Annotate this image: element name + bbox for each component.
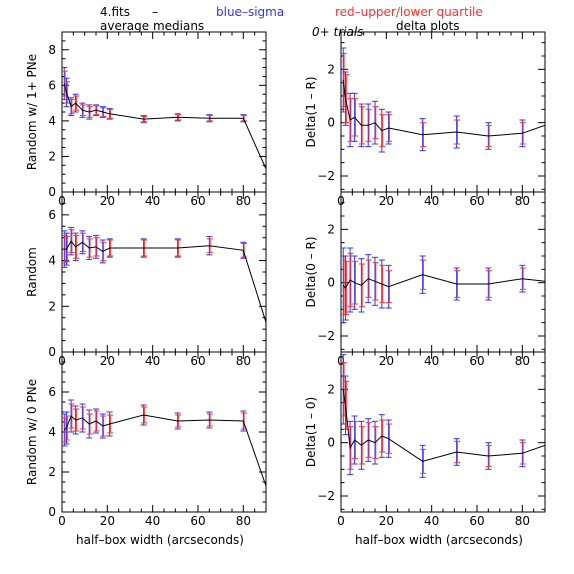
x-tick-label: 60 bbox=[190, 354, 205, 368]
y-tick-label: 6 bbox=[48, 78, 56, 92]
panel-frame bbox=[340, 191, 546, 353]
x-tick-label: 40 bbox=[424, 354, 439, 368]
x-tick-label: 20 bbox=[100, 514, 115, 528]
y-tick-label: 0 bbox=[327, 276, 335, 290]
y-axis-label: Delta(1 – 0) bbox=[304, 397, 318, 467]
median-line bbox=[342, 389, 545, 462]
y-tick-label: 0 bbox=[327, 436, 335, 450]
y-axis-label: Random w/ 0 PNe bbox=[25, 379, 39, 485]
blue-sigma-legend: blue–sigma bbox=[216, 5, 284, 19]
panel-frame bbox=[61, 31, 267, 193]
y-tick-label: −2 bbox=[317, 489, 335, 503]
median-line bbox=[63, 414, 266, 487]
y-tick-label: 2 bbox=[327, 382, 335, 396]
data-layer bbox=[341, 354, 545, 478]
panel-frame bbox=[61, 351, 267, 513]
median-line bbox=[342, 274, 545, 289]
y-tick-label: 0 bbox=[327, 116, 335, 130]
data-layer bbox=[62, 226, 266, 323]
data-layer bbox=[62, 399, 266, 487]
header-dash: – bbox=[152, 5, 158, 19]
x-tick-label: 60 bbox=[469, 514, 484, 528]
median-line bbox=[342, 79, 545, 137]
median-line bbox=[63, 83, 266, 170]
x-tick-label: 40 bbox=[145, 354, 160, 368]
x-tick-label: 20 bbox=[379, 514, 394, 528]
panel-frame bbox=[61, 191, 267, 353]
y-tick-label: 2 bbox=[48, 149, 56, 163]
y-tick-label: 2 bbox=[327, 62, 335, 76]
x-axis-label: half–box width (arcseconds) bbox=[76, 533, 244, 547]
panel-frame bbox=[340, 351, 546, 513]
y-tick-label: −2 bbox=[317, 329, 335, 343]
y-tick-label: 0 bbox=[48, 345, 56, 359]
x-tick-label: 80 bbox=[236, 354, 251, 368]
x-tick-label: 60 bbox=[190, 514, 205, 528]
red-quartile-legend: red–upper/lower quartile bbox=[335, 5, 483, 19]
y-tick-label: 2 bbox=[48, 465, 56, 479]
x-tick-label: 60 bbox=[190, 194, 205, 208]
data-layer bbox=[341, 47, 545, 153]
panel-5: 0 20 40 60 80 0 2 4 6 Random w/ 0 PNe half–box wid… bbox=[25, 351, 267, 547]
x-axis-label: half–box width (arcseconds) bbox=[355, 533, 523, 547]
y-tick-label: 4 bbox=[48, 254, 56, 268]
file-label: 4.fits bbox=[100, 5, 130, 19]
y-axis-label: Random bbox=[25, 247, 39, 297]
x-tick-label: 60 bbox=[469, 354, 484, 368]
x-tick-label: 0 bbox=[337, 514, 345, 528]
y-tick-label: −2 bbox=[317, 169, 335, 183]
x-tick-label: 0 bbox=[58, 514, 66, 528]
y-tick-label: 6 bbox=[48, 208, 56, 222]
x-tick-label: 40 bbox=[424, 194, 439, 208]
x-tick-label: 40 bbox=[145, 514, 160, 528]
x-tick-label: 20 bbox=[100, 354, 115, 368]
trials-label: 0+ trials bbox=[312, 25, 363, 39]
x-tick-label: 80 bbox=[515, 194, 530, 208]
x-tick-label: 20 bbox=[379, 194, 394, 208]
y-tick-label: 6 bbox=[48, 385, 56, 399]
y-axis-label: Delta(1 – R) bbox=[304, 77, 318, 148]
x-tick-label: 40 bbox=[145, 194, 160, 208]
y-tick-label: 4 bbox=[48, 425, 56, 439]
y-tick-label: 4 bbox=[48, 114, 56, 128]
x-tick-label: 80 bbox=[515, 514, 530, 528]
x-tick-label: 20 bbox=[100, 194, 115, 208]
right-column-title: delta plots bbox=[396, 19, 459, 33]
y-tick-label: 0 bbox=[48, 505, 56, 519]
x-tick-label: 40 bbox=[424, 514, 439, 528]
x-tick-label: 20 bbox=[379, 354, 394, 368]
y-axis-label: Delta(0 – R) bbox=[304, 237, 318, 308]
median-line bbox=[64, 240, 266, 323]
y-tick-label: 2 bbox=[48, 299, 56, 313]
data-layer bbox=[62, 67, 266, 170]
y-axis-label: Random w/ 1+ PNe bbox=[25, 54, 39, 170]
left-column-title: average medians bbox=[100, 19, 204, 33]
y-tick-label: 0 bbox=[48, 185, 56, 199]
x-tick-label: 80 bbox=[515, 354, 530, 368]
y-tick-label: 8 bbox=[48, 43, 56, 57]
data-layer bbox=[341, 247, 545, 324]
x-tick-label: 80 bbox=[236, 194, 251, 208]
panel-frame bbox=[340, 31, 546, 193]
x-tick-label: 60 bbox=[469, 194, 484, 208]
y-tick-label: 2 bbox=[327, 222, 335, 236]
x-tick-label: 80 bbox=[236, 514, 251, 528]
